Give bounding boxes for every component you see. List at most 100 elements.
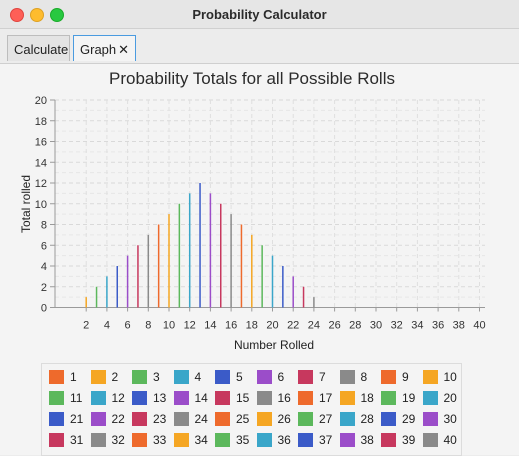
- legend-swatch: [339, 391, 355, 405]
- legend-swatch: [173, 391, 189, 405]
- y-tick-label: 6: [41, 240, 47, 252]
- legend-label: 11: [70, 391, 83, 405]
- y-tick-label: 0: [41, 303, 47, 315]
- legend-swatch: [173, 412, 189, 426]
- bar-4: [106, 276, 108, 308]
- x-tick-label: 6: [125, 320, 131, 332]
- legend-label: 1: [70, 370, 77, 384]
- x-tick-label: 40: [473, 320, 485, 332]
- legend-label: 2: [111, 370, 119, 384]
- legend-label: 25: [236, 412, 250, 426]
- bar-22: [292, 276, 294, 308]
- close-window-button[interactable]: [10, 8, 24, 22]
- bar-20: [271, 255, 274, 308]
- legend-swatch: [381, 370, 396, 384]
- close-tab-icon[interactable]: ✕: [118, 42, 130, 57]
- x-tick-label: 16: [225, 320, 237, 332]
- legend-label: 20: [443, 391, 457, 405]
- bar-6: [126, 255, 129, 308]
- legend-label: 22: [111, 412, 125, 426]
- legend-label: 3: [153, 370, 160, 384]
- bar-18: [251, 234, 253, 308]
- legend-label: 29: [402, 412, 416, 426]
- legend-label: 15: [236, 391, 250, 405]
- legend-label: 38: [360, 433, 374, 447]
- legend-swatch: [173, 433, 189, 447]
- x-tick-label: 38: [453, 320, 465, 332]
- legend-label: 19: [402, 391, 416, 405]
- window-title: Probability Calculator: [192, 7, 327, 22]
- x-tick-label: 28: [349, 320, 361, 332]
- y-axis-label: Total rolled: [19, 175, 33, 233]
- legend-label: 21: [70, 412, 84, 426]
- y-tick-label: 12: [35, 178, 47, 190]
- legend-swatch: [381, 391, 396, 405]
- legend-swatch: [422, 391, 438, 405]
- bar-13: [199, 183, 201, 308]
- y-tick-label: 20: [35, 95, 47, 107]
- legend-swatch: [422, 433, 438, 447]
- legend-swatch: [90, 391, 106, 405]
- y-tick-label: 16: [35, 137, 47, 149]
- x-tick-label: 22: [287, 320, 299, 332]
- bar-17: [240, 224, 243, 308]
- bar-8: [147, 234, 150, 308]
- bar-19: [261, 245, 263, 308]
- legend-label: 39: [402, 433, 416, 447]
- bar-23: [302, 286, 305, 308]
- bar-3: [95, 286, 98, 308]
- legend-label: 12: [111, 391, 125, 405]
- legend-swatch: [298, 433, 313, 447]
- legend-label: 9: [402, 370, 409, 384]
- bar-12: [188, 193, 191, 308]
- y-tick-label: 2: [41, 282, 47, 294]
- x-tick-label: 20: [266, 320, 278, 332]
- legend-swatch: [339, 433, 355, 447]
- title-bar: Probability Calculator: [0, 0, 519, 29]
- x-axis-label: Number Rolled: [234, 338, 314, 352]
- legend-swatch: [90, 433, 106, 447]
- legend-label: 4: [194, 370, 202, 384]
- bar-10: [168, 214, 170, 308]
- tab-bar: Calculate Graph ✕: [0, 29, 519, 63]
- y-tick-label: 18: [35, 116, 47, 128]
- legend-swatch: [422, 370, 438, 384]
- tab-calculate-label: Calculate: [14, 42, 69, 57]
- minimize-window-button[interactable]: [30, 8, 44, 22]
- chart-title: Probability Totals for all Possible Roll…: [109, 69, 395, 88]
- x-tick-label: 26: [328, 320, 340, 332]
- legend-swatch: [215, 391, 230, 405]
- legend-label: 27: [319, 412, 333, 426]
- legend-label: 34: [194, 433, 208, 447]
- legend-label: 17: [319, 391, 333, 405]
- bar-7: [137, 245, 139, 308]
- legend-swatch: [132, 412, 147, 426]
- legend-swatch: [339, 370, 355, 384]
- x-tick-label: 18: [246, 320, 258, 332]
- zoom-window-button[interactable]: [50, 8, 64, 22]
- tab-graph[interactable]: Graph ✕: [73, 35, 136, 61]
- legend-swatch: [132, 370, 147, 384]
- legend-label: 36: [277, 433, 291, 447]
- tab-calculate[interactable]: Calculate: [7, 35, 70, 61]
- bar-11: [178, 203, 181, 308]
- legend-swatch: [215, 370, 230, 384]
- y-tick-label: 4: [41, 261, 47, 273]
- bar-24: [313, 297, 315, 308]
- x-tick-label: 24: [308, 320, 320, 332]
- legend-swatch: [381, 433, 396, 447]
- legend-swatch: [49, 370, 64, 384]
- legend-label: 23: [153, 412, 167, 426]
- x-tick-label: 32: [391, 320, 403, 332]
- legend-swatch: [422, 412, 438, 426]
- x-tick-label: 12: [184, 320, 196, 332]
- legend-label: 10: [443, 370, 457, 384]
- legend-swatch: [173, 370, 189, 384]
- x-tick-label: 34: [411, 320, 423, 332]
- legend-label: 31: [70, 433, 84, 447]
- legend-label: 30: [443, 412, 457, 426]
- bar-2: [85, 297, 87, 308]
- legend-swatch: [215, 412, 230, 426]
- legend-swatch: [256, 370, 272, 384]
- chart-legend: 1 2 3 4 5 6 7 8 9 10 11 12 13 14 15 16 17 18 19 20 21 22 23 24 2…: [41, 363, 462, 456]
